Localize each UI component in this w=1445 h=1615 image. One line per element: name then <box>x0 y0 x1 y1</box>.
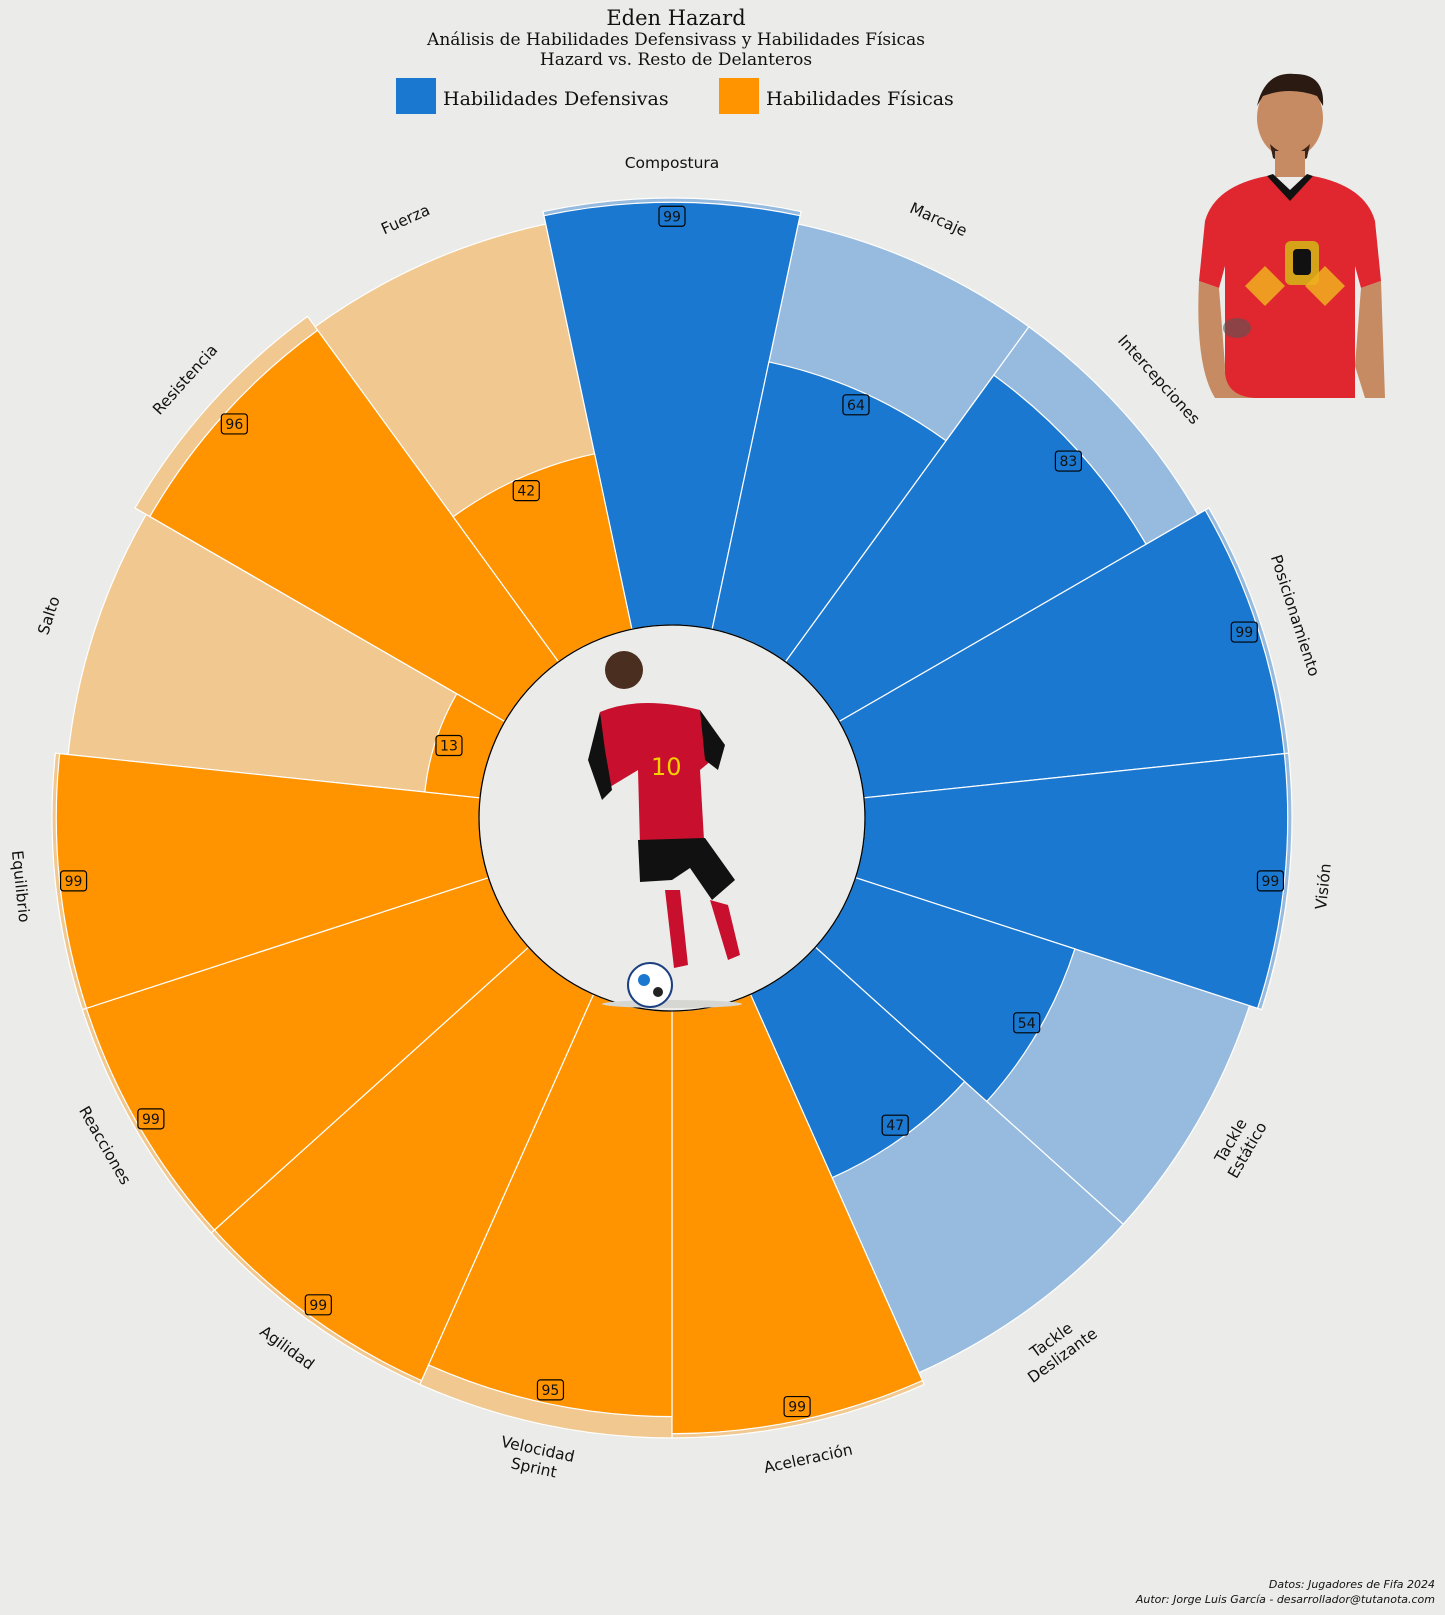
category-label-line: Visión <box>1312 863 1335 911</box>
value-badge-marcaje <box>842 394 870 416</box>
value-badge-salto <box>435 734 463 757</box>
credits-author: Autor: Jorge Luis García - desarrollador… <box>1135 1593 1435 1606</box>
player-icon: 10 <box>588 651 742 1008</box>
value-bars <box>55 201 1289 1435</box>
category-label-line: Marcaje <box>907 199 970 240</box>
value-label-reacciones: 99 <box>142 1112 160 1128</box>
value-label-aceleracion: 99 <box>788 1400 806 1416</box>
chart-subtitle: Análisis de Habilidades Defensivass y Ha… <box>427 30 925 50</box>
center-circle: 10 <box>478 624 866 1012</box>
value-badge-equilibrio <box>59 870 88 892</box>
value-label-agilidad: 99 <box>309 1298 327 1314</box>
value-badge-resistencia <box>220 413 248 435</box>
value-label-velocidad-sprint: 95 <box>542 1383 560 1399</box>
value-badge-tackle-estatico <box>1013 1012 1041 1034</box>
value-badge-tackle-deslizante <box>881 1114 909 1136</box>
category-label-marcaje: Marcaje <box>907 199 970 240</box>
category-label-posicionamiento: Posicionamiento <box>1267 553 1323 679</box>
value-badge-intercepciones <box>1054 450 1083 472</box>
player-photo-icon <box>1198 73 1385 398</box>
category-label-line: Reacciones <box>75 1103 134 1188</box>
value-label-fuerza: 42 <box>517 484 535 500</box>
category-label-fuerza: Fuerza <box>378 201 432 238</box>
value-label-salto: 13 <box>440 739 458 755</box>
category-label-line: Compostura <box>625 154 720 172</box>
category-label-line: Agilidad <box>256 1322 317 1373</box>
value-badge-velocidad-sprint <box>536 1379 565 1401</box>
value-badge-fuerza <box>512 480 540 502</box>
legend-swatch-defensive <box>396 78 436 114</box>
category-label-vision: Visión <box>1312 863 1335 911</box>
category-label-reacciones: Reacciones <box>75 1103 134 1188</box>
legend-swatch-physical <box>719 78 759 114</box>
value-label-intercepciones: 83 <box>1059 454 1077 470</box>
value-label-compostura: 99 <box>663 209 681 225</box>
value-label-equilibrio: 99 <box>65 874 83 890</box>
value-label-marcaje: 64 <box>847 398 865 414</box>
category-label-line: Fuerza <box>378 201 432 238</box>
value-label-tackle-estatico: 54 <box>1018 1016 1036 1032</box>
value-badge-compostura <box>658 205 686 227</box>
chart-title: Eden Hazard <box>606 6 746 30</box>
value-badge-vision <box>1256 870 1285 892</box>
category-label-agilidad: Agilidad <box>256 1322 317 1373</box>
category-label-aceleracion: Aceleración <box>762 1441 854 1477</box>
chart-titles: Eden Hazard Análisis de Habilidades Defe… <box>0 6 1352 70</box>
category-label-line: Intercepciones <box>1114 331 1203 428</box>
value-badge-posicionamiento <box>1230 621 1258 643</box>
category-label-line: Aceleración <box>762 1441 854 1477</box>
category-label-salto: Salto <box>34 594 63 637</box>
legend-label-physical: Habilidades Físicas <box>766 88 954 110</box>
legend-label-defensive: Habilidades Defensivas <box>443 88 669 110</box>
category-label-compostura: Compostura <box>625 154 720 172</box>
value-label-resistencia: 96 <box>225 417 243 433</box>
value-badge-agilidad <box>304 1294 332 1316</box>
legend: Habilidades Defensivas Habilidades Físic… <box>0 78 1445 118</box>
svg-text:10: 10 <box>651 753 682 781</box>
value-label-posicionamiento: 99 <box>1235 625 1253 641</box>
value-label-vision: 99 <box>1262 874 1280 890</box>
category-label-line: Equilibrio <box>8 850 33 924</box>
category-label-line: Salto <box>34 594 63 637</box>
value-label-tackle-deslizante: 47 <box>886 1118 904 1134</box>
value-badge-reacciones <box>137 1108 165 1130</box>
category-label-intercepciones: Intercepciones <box>1114 331 1203 428</box>
credits: Datos: Jugadores de Fifa 2024 Autor: Jor… <box>1136 1577 1435 1607</box>
chart-subtitle-2: Hazard vs. Resto de Delanteros <box>539 50 813 70</box>
credits-data-source: Datos: Jugadores de Fifa 2024 <box>1268 1578 1435 1591</box>
value-badge-aceleracion <box>783 1395 811 1418</box>
category-label-equilibrio: Equilibrio <box>8 850 33 924</box>
category-label-line: Posicionamiento <box>1267 553 1323 679</box>
